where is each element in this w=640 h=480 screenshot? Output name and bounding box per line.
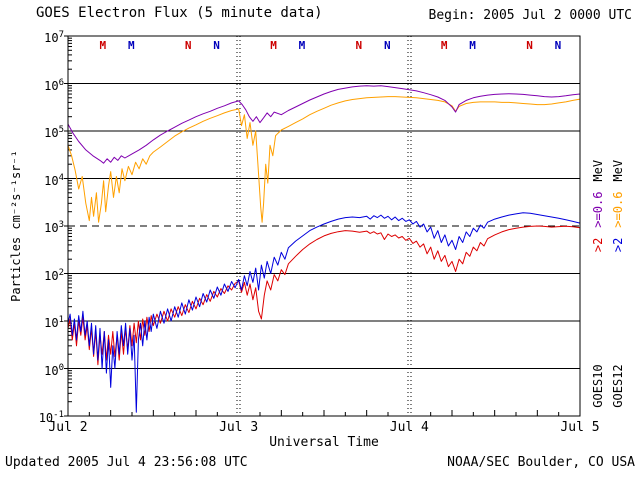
y-tick-exponent: 2: [58, 267, 64, 278]
satellite-noon-marker: N: [185, 39, 192, 52]
satellite-midnight-marker: M: [299, 39, 306, 52]
legend-goes12-e2-label: >2: [611, 237, 625, 253]
y-tick-label-1e3: 103: [30, 218, 64, 236]
updated-timestamp: Updated 2005 Jul 4 23:56:08 UTC: [5, 455, 248, 470]
y-tick-label-1e0: 100: [30, 361, 64, 379]
legend-goes12-e06-label: >=0.6: [611, 191, 625, 228]
x-tick-label-jul-5: Jul 5: [560, 420, 600, 435]
satellite-midnight-marker: M: [128, 39, 135, 52]
legend-goes12-name: GOES12: [611, 364, 625, 408]
y-tick-base: 10: [44, 78, 59, 93]
y-tick-label-1e6: 106: [30, 76, 64, 94]
y-tick-base: 10: [44, 316, 59, 330]
y-tick-exponent: 7: [58, 30, 64, 40]
y-tick-label-1e4: 104: [30, 171, 64, 189]
series-goes10-e06: [67, 85, 581, 164]
begin-timestamp: Begin: 2005 Jul 2 0000 UTC: [428, 8, 633, 23]
y-tick-base: 10: [44, 126, 59, 140]
y-tick-base: 10: [38, 411, 54, 425]
satellite-midnight-marker: M: [270, 39, 277, 52]
y-tick-exponent: 1: [58, 315, 64, 325]
series-goes12-e2: [67, 212, 581, 413]
x-tick-label-jul-3: Jul 3: [219, 420, 259, 435]
satellite-midnight-marker: M: [469, 39, 476, 52]
series-goes10-e2: [67, 225, 581, 366]
legend-goes10-e2-label: >2: [591, 237, 605, 253]
satellite-noon-marker: N: [213, 39, 220, 52]
y-tick-base: 10: [44, 31, 59, 45]
satellite-noon-marker: N: [526, 39, 533, 52]
y-tick-exponent: 6: [58, 77, 64, 88]
y-tick-exponent: -1: [53, 410, 64, 420]
plot-border: [67, 35, 581, 417]
y-tick-base: 10: [44, 173, 59, 188]
y-tick-label-1e2: 102: [30, 266, 64, 284]
satellite-noon-marker: N: [555, 39, 562, 52]
y-axis-title: Particles cm⁻²s⁻¹sr⁻¹: [9, 150, 23, 302]
y-tick-exponent: 0: [58, 362, 64, 373]
y-tick-label-1e1: 101: [30, 313, 64, 331]
legend-goes10-e06-label: >=0.6: [591, 191, 605, 228]
y-tick-exponent: 5: [58, 125, 64, 135]
y-tick-label-1e7: 107: [30, 28, 64, 46]
y-tick-label-1e5: 105: [30, 123, 64, 141]
legend-goes10-unit-label: MeV: [591, 159, 605, 182]
y-tick-exponent: 4: [58, 172, 64, 183]
satellite-noon-marker: N: [384, 39, 391, 52]
y-tick-exponent: 3: [58, 220, 64, 230]
legend-goes12-channels: >2 >=0.6 MeV: [610, 146, 626, 266]
series-goes12-e06: [67, 96, 581, 223]
y-tick-label-1e-1: 10-1: [30, 408, 64, 426]
legend-goes10-channels: >2 >=0.6 MeV: [590, 146, 606, 266]
satellite-midnight-marker: M: [100, 39, 107, 52]
credit-text: NOAA/SEC Boulder, CO USA: [447, 455, 635, 470]
y-tick-base: 10: [44, 268, 59, 283]
x-tick-label-jul-4: Jul 4: [389, 420, 429, 435]
satellite-midnight-marker: M: [441, 39, 448, 52]
x-tick-label-jul-2: Jul 2: [48, 420, 88, 435]
legend-goes12-unit-label: MeV: [611, 159, 625, 182]
chart-title: GOES Electron Flux (5 minute data): [36, 5, 323, 21]
x-axis-title: Universal Time: [269, 435, 379, 450]
y-tick-base: 10: [44, 363, 59, 378]
y-tick-base: 10: [44, 221, 59, 235]
legend-goes10-name: GOES10: [591, 364, 605, 408]
satellite-noon-marker: N: [356, 39, 363, 52]
